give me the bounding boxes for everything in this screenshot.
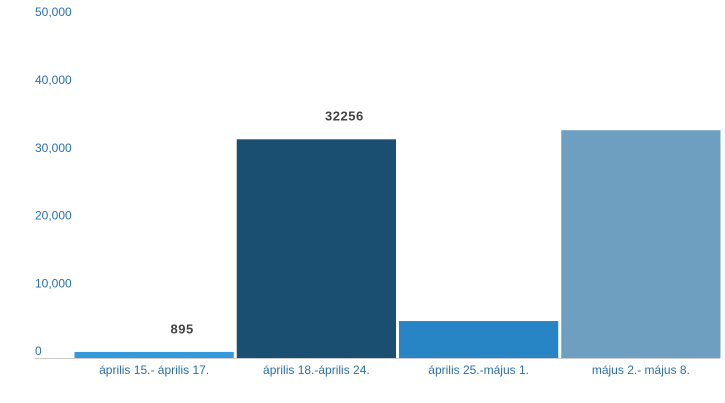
x-tick-label: április 25.-május 1. [428,363,529,377]
x-tick-label: április 15.- április 17. [99,363,209,377]
x-tick-label: április 18.-április 24. [263,363,370,377]
y-tick-label: 20,000 [35,209,72,223]
x-tick-label: május 2.- május 8. [592,363,690,377]
data-label: 32256 [325,109,364,124]
bar [74,351,234,358]
data-label: 895 [171,321,194,336]
y-tick-label: 30,000 [35,141,72,155]
bar [236,139,396,358]
bar [561,130,721,358]
y-tick-label: 0 [35,344,42,358]
bar [399,321,559,358]
y-tick-label: 10,000 [35,276,72,290]
y-tick-label: 40,000 [35,73,72,87]
y-tick-label: 50,000 [35,5,72,19]
